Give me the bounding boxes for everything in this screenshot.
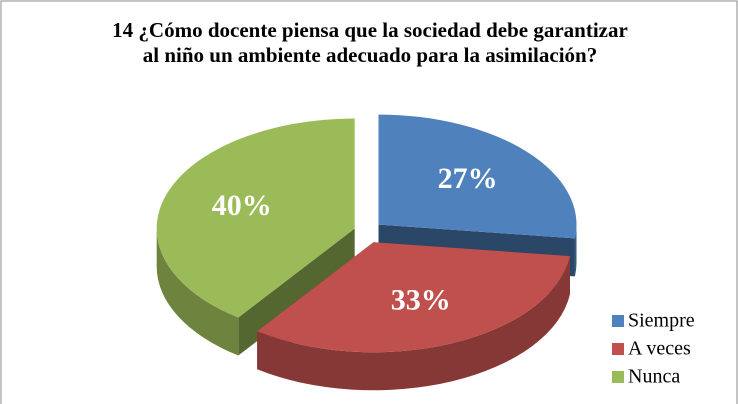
- slice-wall: [257, 256, 570, 391]
- legend-swatch: [612, 371, 624, 383]
- legend-swatch: [612, 343, 624, 355]
- legend-label: Nunca: [628, 366, 680, 388]
- legend-swatch: [612, 315, 624, 327]
- data-label: 27%: [438, 162, 498, 195]
- slice: [156, 118, 355, 318]
- data-label: 40%: [212, 189, 272, 222]
- slice-wall: [156, 228, 239, 356]
- legend-label: A veces: [628, 338, 691, 360]
- slice: [257, 242, 570, 353]
- slice: [378, 114, 577, 239]
- data-label: 33%: [391, 284, 451, 317]
- slice-wall: [574, 224, 577, 277]
- chart-title: 14 ¿Cómo docente piensa que la sociedad …: [112, 18, 628, 67]
- legend-label: Siempre: [628, 310, 695, 332]
